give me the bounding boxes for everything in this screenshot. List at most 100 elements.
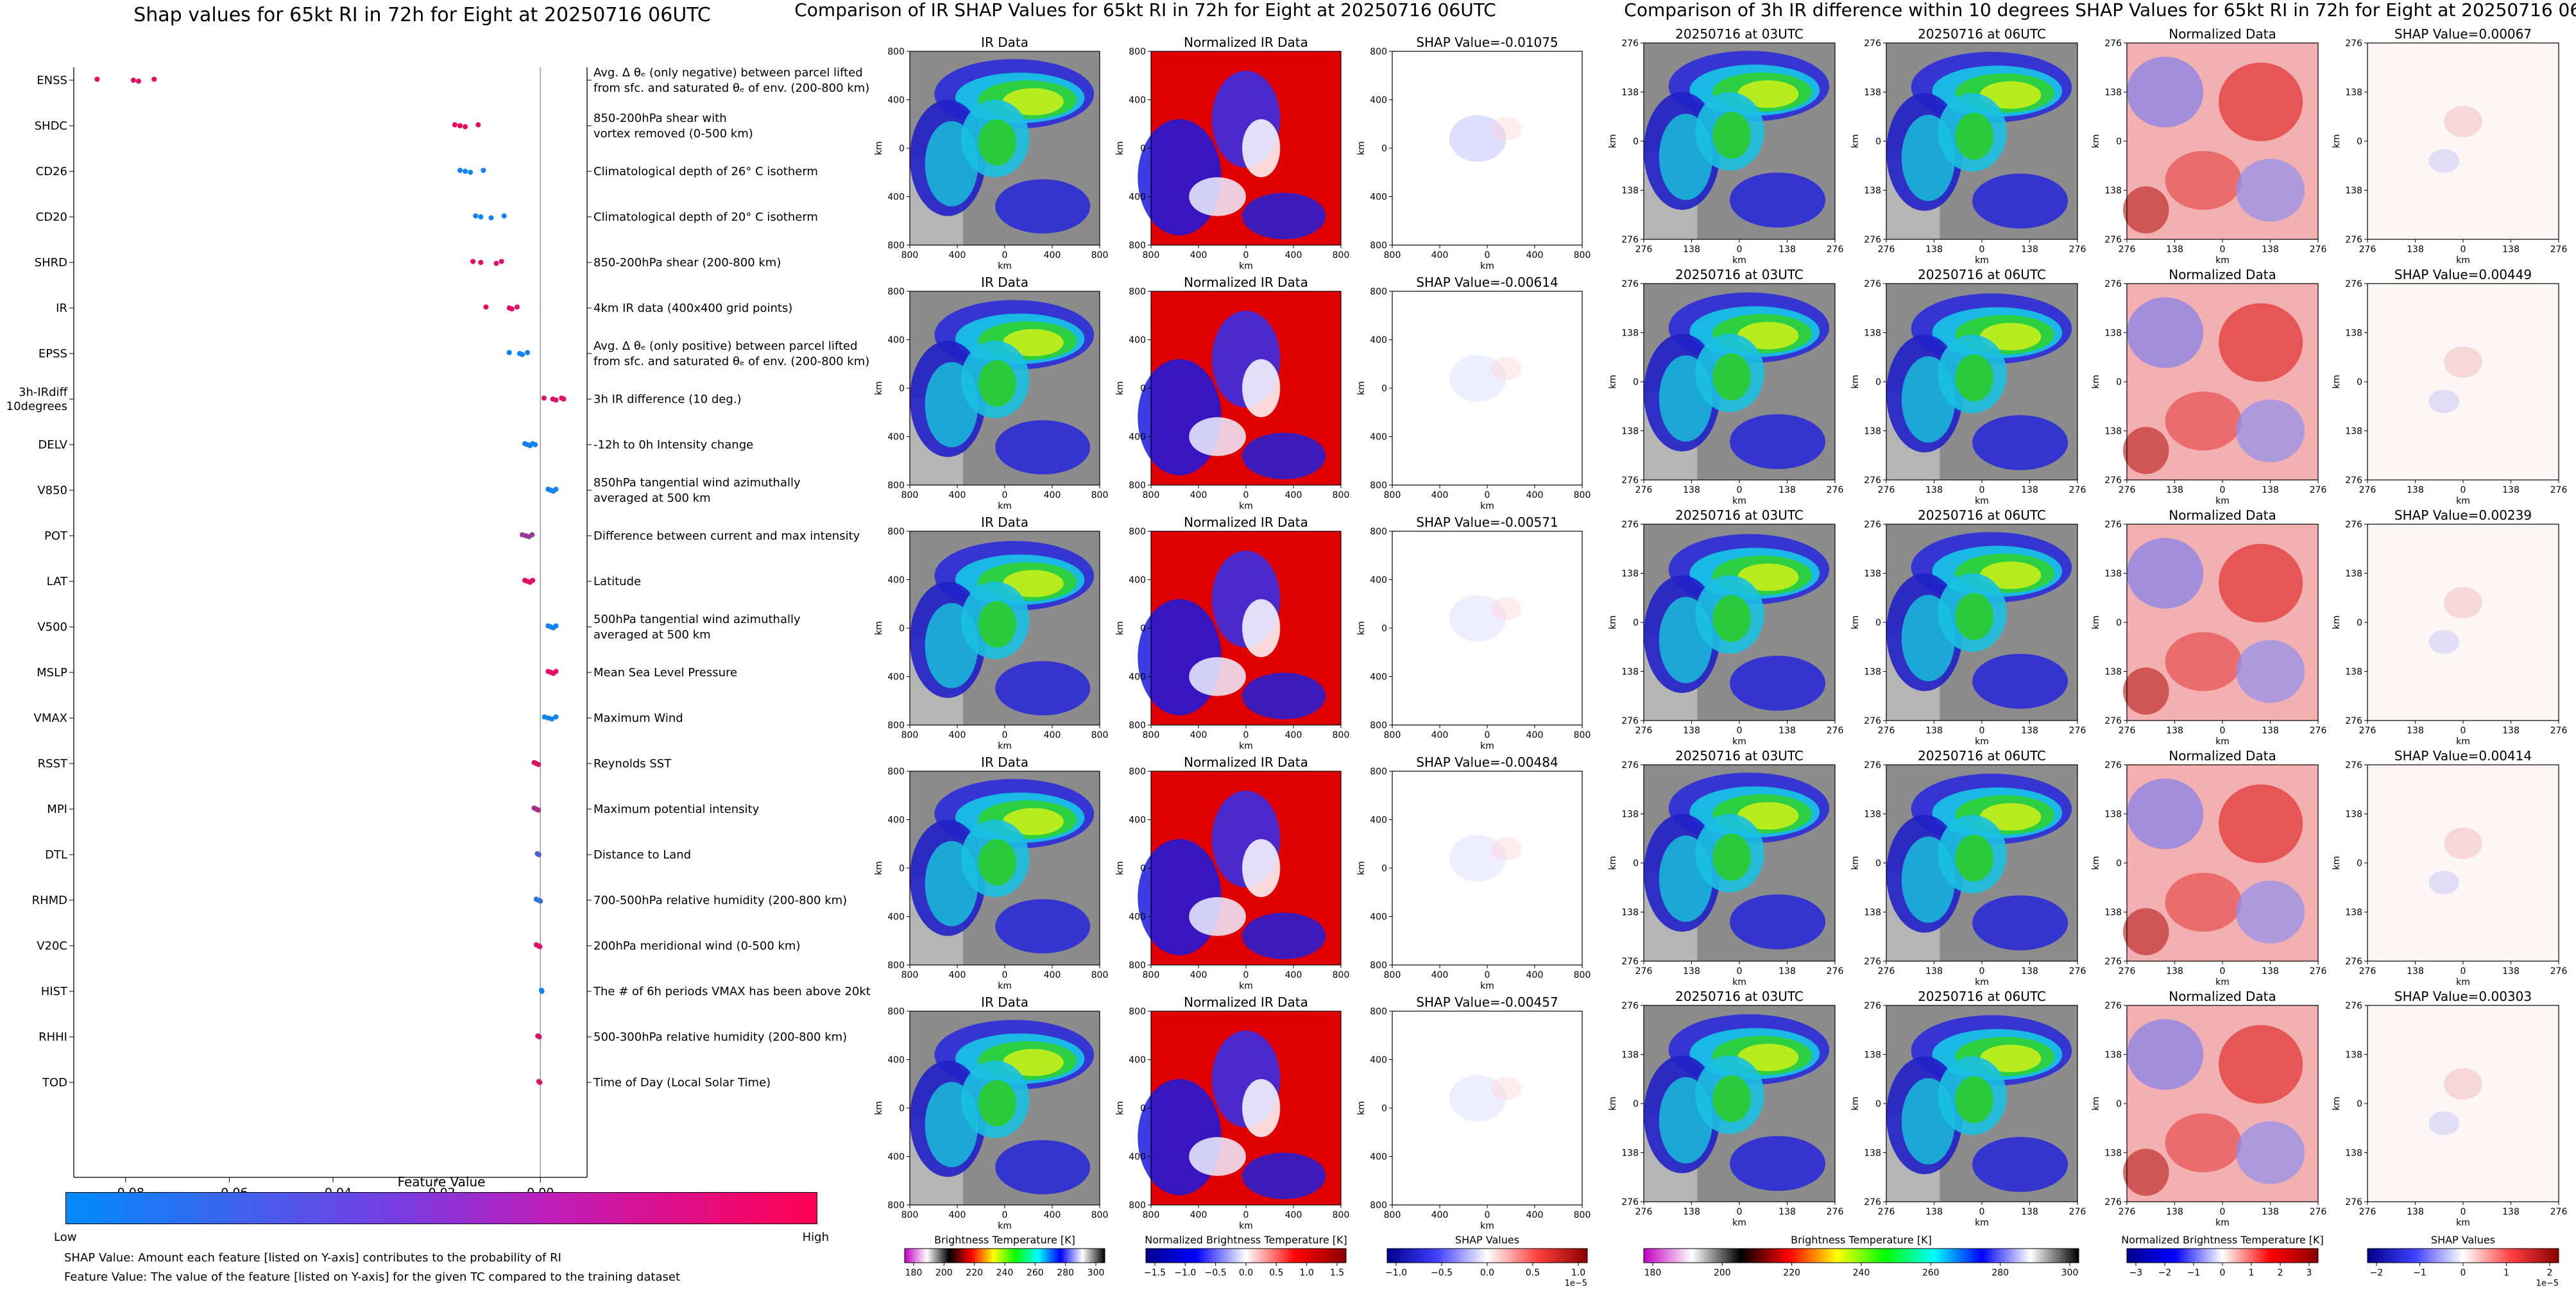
- feature-label: MSLP: [37, 666, 67, 679]
- y-tick-label: 800: [1129, 241, 1146, 251]
- colorbar-title: Feature Value: [397, 1174, 486, 1190]
- y-tick-label: 800: [1129, 287, 1146, 297]
- y-tick-label: 400: [1370, 912, 1387, 923]
- y-axis-label: km: [1115, 1101, 1125, 1115]
- y-axis-label: km: [1608, 615, 1618, 629]
- colorbar: [2367, 1248, 2559, 1263]
- x-axis-label: km: [1732, 1218, 1746, 1228]
- x-tick-label: 800: [1091, 490, 1109, 500]
- x-tick-label: 138: [2166, 726, 2183, 736]
- subplot-title: Normalized Data: [2169, 989, 2276, 1004]
- colorbar-label: Normalized Brightness Temperature [K]: [2121, 1234, 2324, 1246]
- x-tick-label: 0: [1002, 730, 1008, 740]
- y-axis-label: km: [1850, 375, 1861, 389]
- y-tick-label: 138: [1864, 810, 1881, 820]
- y-tick-label: 800: [887, 47, 905, 57]
- shap-point: [478, 260, 484, 265]
- y-tick-label: 138: [2345, 667, 2362, 678]
- feature-description: averaged at 500 km: [593, 491, 711, 505]
- y-tick-label: 0: [899, 864, 905, 874]
- x-axis-label: km: [1732, 977, 1746, 987]
- y-tick-label: 0: [1633, 137, 1639, 147]
- y-tick-label: 800: [1370, 721, 1387, 731]
- colorbar-tick-label: −2: [2158, 1268, 2172, 1278]
- x-tick-label: 276: [1827, 244, 1844, 255]
- y-tick-label: 276: [1621, 279, 1639, 289]
- y-tick-label: 138: [2345, 427, 2362, 437]
- x-tick-label: 276: [1878, 966, 1895, 977]
- feature-label: CD26: [36, 165, 67, 178]
- feature-description: Distance to Land: [593, 848, 691, 862]
- feature-description: 850hPa tangential wind azimuthally: [593, 476, 801, 490]
- y-tick-label: 276: [1621, 1001, 1639, 1011]
- x-tick-label: 800: [1574, 970, 1591, 980]
- colorbar-tick-label: −0.5: [1431, 1268, 1453, 1278]
- y-tick-label: 276: [2104, 520, 2122, 530]
- feature-description: 4km IR data (400x400 grid points): [593, 302, 792, 315]
- x-tick-label: 400: [1431, 1210, 1449, 1220]
- x-axis-label: km: [1239, 741, 1253, 751]
- feature-description: 850-200hPa shear (200-800 km): [593, 256, 781, 269]
- x-tick-label: 800: [1384, 1210, 1401, 1220]
- shap-point: [538, 898, 543, 904]
- y-tick-label: 138: [1864, 88, 1881, 98]
- y-axis-label: km: [1356, 861, 1367, 875]
- y-tick-label: 138: [1621, 908, 1639, 918]
- y-tick-label: 800: [1370, 287, 1387, 297]
- feature-label: DTL: [45, 848, 67, 862]
- x-tick-label: 800: [1333, 250, 1350, 260]
- y-tick-label: 276: [2104, 1001, 2122, 1011]
- x-axis-label: km: [1975, 977, 1989, 987]
- feature-description: 850-200hPa shear with: [593, 112, 727, 125]
- x-tick-label: 400: [1526, 730, 1544, 740]
- y-tick-label: 400: [1129, 192, 1146, 203]
- y-tick-label: 276: [1864, 279, 1881, 289]
- y-axis-label: km: [1850, 1097, 1861, 1111]
- subplot-title: 20250716 at 06UTC: [1918, 508, 2046, 523]
- x-tick-label: 800: [1384, 730, 1401, 740]
- feature-description: from sfc. and saturated θₑ of env. (200-…: [593, 355, 869, 368]
- x-tick-label: 276: [2550, 726, 2568, 736]
- x-axis-label: km: [1480, 501, 1494, 511]
- y-tick-label: 276: [2345, 716, 2362, 726]
- x-tick-label: 0: [1485, 970, 1490, 980]
- subplot-title: SHAP Value=-0.00484: [1416, 755, 1558, 770]
- x-tick-label: 138: [2166, 485, 2183, 495]
- y-tick-label: 800: [1370, 767, 1387, 777]
- subplot-title: 20250716 at 06UTC: [1918, 267, 2046, 282]
- feature-label: V850: [37, 484, 67, 497]
- x-axis-label: km: [1480, 261, 1494, 271]
- shap-point: [151, 76, 157, 82]
- y-axis-label: km: [1356, 141, 1367, 155]
- x-tick-label: 400: [949, 1210, 966, 1220]
- y-tick-label: 276: [2104, 760, 2122, 771]
- x-tick-label: 0: [1979, 485, 1985, 495]
- x-tick-label: 800: [901, 490, 919, 500]
- y-tick-label: 400: [1370, 672, 1387, 683]
- x-tick-label: 0: [1737, 1207, 1743, 1217]
- colorbar-tick-label: 0.0: [1480, 1268, 1494, 1278]
- feature-label: POT: [44, 529, 68, 543]
- y-tick-label: 0: [1381, 1104, 1387, 1114]
- colorbar-tick-label: −2: [2370, 1268, 2384, 1278]
- y-tick-label: 276: [1864, 760, 1881, 771]
- y-tick-label: 0: [2357, 618, 2362, 628]
- y-axis-label: km: [874, 381, 884, 395]
- x-tick-label: 276: [1827, 966, 1844, 977]
- x-tick-label: 400: [949, 250, 966, 260]
- x-tick-label: 138: [2166, 966, 2183, 977]
- x-tick-label: 0: [1737, 485, 1743, 495]
- y-tick-label: 0: [899, 384, 905, 394]
- y-axis-label: km: [874, 861, 884, 875]
- x-axis-label: km: [1732, 496, 1746, 506]
- y-tick-label: 400: [887, 192, 905, 203]
- shap-point: [473, 213, 479, 219]
- y-tick-label: 276: [2345, 279, 2362, 289]
- y-tick-label: 800: [1370, 241, 1387, 251]
- x-axis-label: km: [1732, 737, 1746, 747]
- x-tick-label: 800: [1143, 730, 1160, 740]
- x-tick-label: 0: [1979, 966, 1985, 977]
- y-tick-label: 276: [2104, 38, 2122, 49]
- y-tick-label: 800: [887, 960, 905, 971]
- y-tick-label: 800: [1129, 1007, 1146, 1017]
